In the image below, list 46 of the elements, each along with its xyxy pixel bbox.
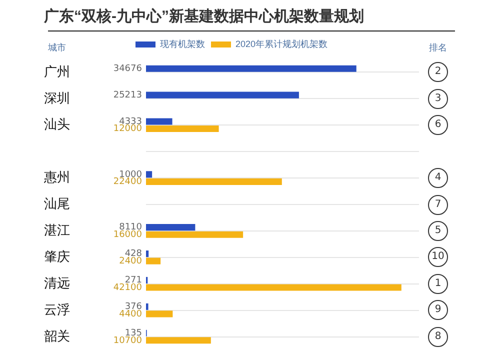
- circle-badge: 1: [428, 274, 448, 294]
- y-tick-label: 深圳: [44, 90, 70, 106]
- y-tick-label: 肇庆: [44, 248, 70, 264]
- y-tick-label: 韶关: [44, 328, 70, 344]
- bar: [146, 250, 149, 258]
- circle-badge: 2: [428, 62, 448, 82]
- y-tick-label: 汕尾: [44, 196, 70, 212]
- text: 排名: [429, 42, 447, 54]
- y-tick-label: 广州: [44, 64, 70, 79]
- circle-badge: 8: [428, 326, 448, 347]
- data-label: 22400: [113, 177, 142, 188]
- circle-badge: 9: [428, 300, 448, 320]
- circle-badge: 5: [428, 220, 448, 241]
- bar: [146, 337, 211, 344]
- bar: [146, 284, 402, 291]
- y-axis-title: 城市: [47, 42, 66, 54]
- circle-badge: 4: [428, 168, 448, 188]
- y-tick-label: 云浮: [44, 302, 70, 317]
- y-tick-label: 湛江: [44, 222, 70, 238]
- y-tick-label: 惠州: [43, 170, 70, 185]
- data-label: 4400: [119, 309, 142, 320]
- y-tick-label: 清远: [44, 275, 70, 290]
- circle-badge: 7: [428, 194, 448, 214]
- data-label: 42100: [113, 282, 142, 293]
- data-label: 12000: [113, 124, 142, 134]
- bar: [146, 65, 356, 72]
- chart-title: 广东“双核-九中心”新基建数据中心机架数量规划: [43, 7, 364, 26]
- bar: [146, 178, 282, 185]
- bar: [146, 258, 161, 264]
- data-label: 25213: [113, 90, 142, 100]
- bar: [146, 224, 196, 231]
- circle-badge: 6: [428, 115, 448, 136]
- data-label: 10700: [113, 336, 142, 346]
- data-label: 34676: [113, 64, 142, 74]
- legend-label: 现有机架数: [160, 38, 205, 49]
- bar: [146, 118, 172, 125]
- bar: [146, 92, 299, 98]
- bar: [146, 126, 219, 132]
- data-label: 2400: [119, 256, 142, 266]
- circle-badge: 10: [428, 247, 448, 268]
- bar: [146, 310, 173, 318]
- bar: [146, 231, 244, 238]
- circle-badge: 3: [428, 88, 448, 109]
- bar: [146, 171, 152, 178]
- legend-label: 2020年累计规划机架数: [235, 38, 328, 49]
- y-tick-label: 汕头: [44, 116, 70, 132]
